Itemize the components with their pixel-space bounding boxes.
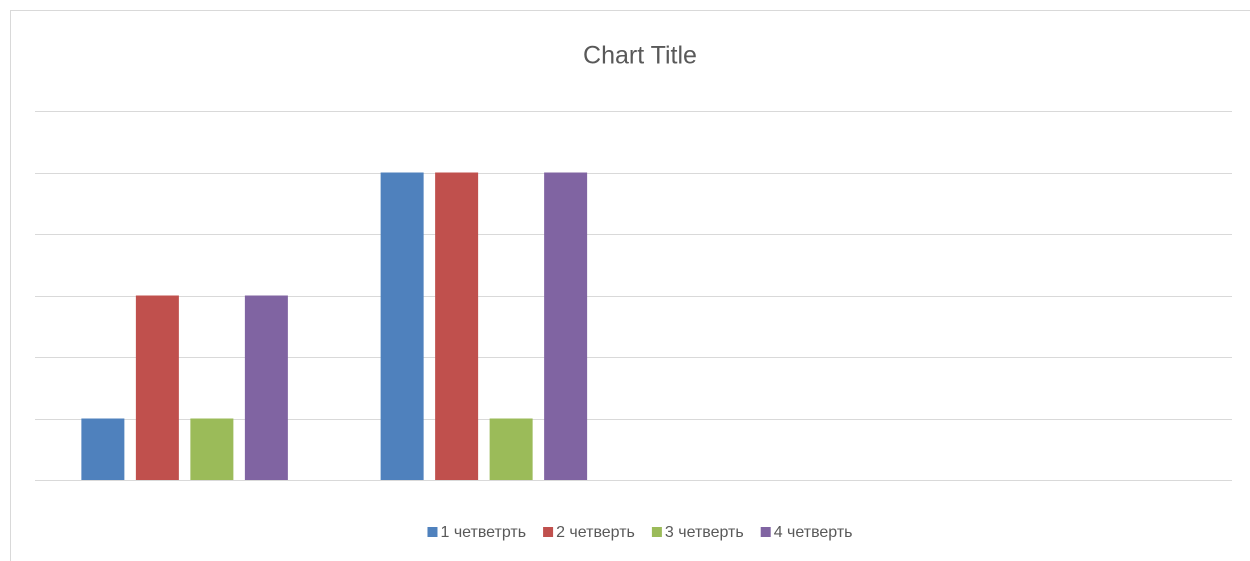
legend-label: 2 четверть <box>556 524 635 541</box>
legend-swatch <box>651 527 662 537</box>
chart-border <box>10 10 1250 561</box>
bar <box>544 172 588 480</box>
bar <box>190 418 234 480</box>
legend-swatch <box>427 527 438 537</box>
legend-swatch <box>760 527 771 537</box>
bar <box>489 418 533 480</box>
bar <box>81 418 125 480</box>
bar <box>435 172 479 480</box>
bar <box>244 295 288 480</box>
legend-swatch <box>543 527 554 537</box>
legend-label: 3 четверть <box>665 524 744 541</box>
legend-label: 4 четверть <box>774 524 853 541</box>
bar <box>135 295 179 480</box>
chart-title: Chart Title <box>583 42 697 70</box>
bar <box>380 172 424 480</box>
legend-label: 1 четветрть <box>440 524 526 541</box>
